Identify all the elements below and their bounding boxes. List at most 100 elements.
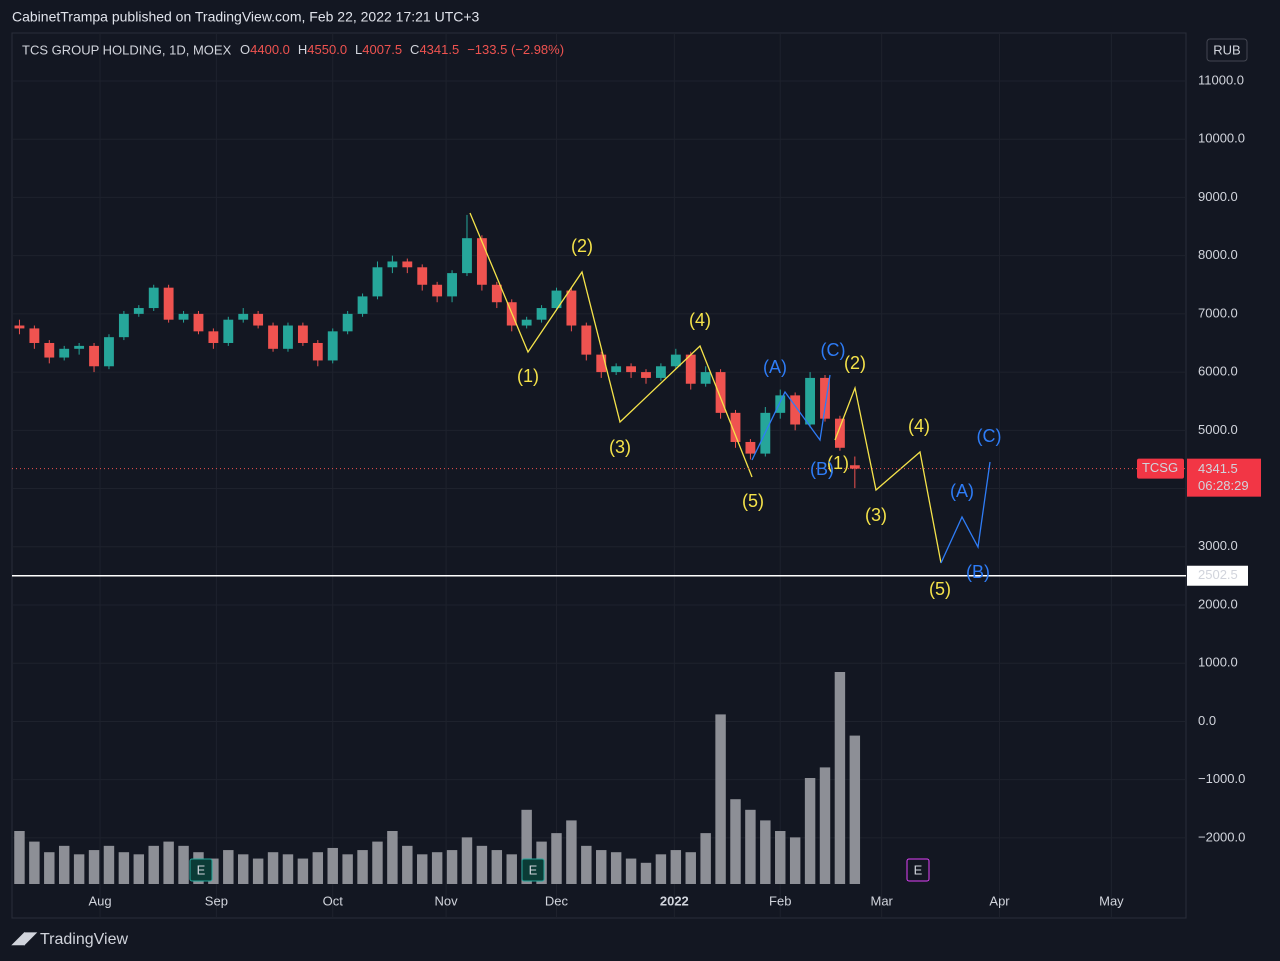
- volume-bar: [521, 809, 532, 884]
- candle-body: [44, 342, 55, 358]
- candle-body: [790, 395, 801, 425]
- volume-bar: [372, 841, 383, 884]
- wave-label: (5): [742, 491, 764, 511]
- candle-body: [655, 366, 666, 378]
- volume-bar: [775, 831, 786, 884]
- y-tick-label: 9000.0: [1198, 189, 1238, 204]
- candle-body: [327, 331, 338, 361]
- legend-letter: L: [355, 42, 362, 57]
- volume-bar: [88, 850, 100, 884]
- volume-bar: [461, 837, 473, 884]
- volume-bar: [581, 845, 592, 884]
- candle-body: [372, 267, 383, 297]
- y-tick-label: 11000.0: [1198, 72, 1244, 87]
- volume-bar: [402, 845, 413, 884]
- candle-body: [715, 372, 726, 413]
- volume-bar: [551, 833, 562, 884]
- candle-body: [626, 366, 636, 373]
- candle-body: [178, 313, 189, 320]
- volume-bar: [133, 854, 145, 884]
- candle-body: [29, 328, 40, 343]
- x-tick-label: Nov: [435, 893, 459, 908]
- candle-body: [297, 325, 308, 343]
- earnings-marker: [189, 858, 213, 882]
- volume-bar: [73, 854, 85, 884]
- candle-body: [14, 325, 25, 329]
- candle-body: [223, 319, 234, 343]
- candle-body: [820, 377, 830, 419]
- candle-body: [193, 313, 204, 332]
- candle-body: [387, 261, 398, 268]
- wave-label: (A): [763, 357, 787, 377]
- candle-body: [834, 418, 845, 448]
- wave-label: (B): [810, 459, 834, 479]
- wave-label: (A): [950, 481, 974, 501]
- y-tick-label: −2000.0: [1198, 829, 1245, 844]
- volume-bar: [566, 820, 577, 884]
- wave-line: [469, 212, 753, 478]
- volume-bar: [387, 831, 398, 884]
- candle-body: [89, 345, 99, 367]
- candle-body: [342, 313, 353, 332]
- volume-bar: [118, 852, 130, 884]
- candle-body: [581, 325, 592, 355]
- earnings-marker: [521, 858, 545, 882]
- wave-line: [834, 385, 942, 564]
- earnings-label: E: [914, 862, 923, 877]
- volume-bar: [625, 858, 637, 884]
- x-tick-label: 2022: [660, 893, 689, 908]
- candle-body: [163, 287, 174, 320]
- volume-bar: [640, 862, 652, 884]
- volume-bar: [148, 845, 159, 884]
- earnings-label: E: [197, 862, 206, 877]
- candle-body: [551, 290, 562, 309]
- x-tick-label: Oct: [323, 893, 344, 908]
- x-tick-label: Mar: [870, 893, 893, 908]
- candle-body: [596, 354, 607, 373]
- volume-bar: [357, 850, 368, 884]
- currency-box[interactable]: [1206, 38, 1248, 62]
- wave-label: (3): [609, 437, 631, 457]
- legend-letter: H: [298, 42, 307, 57]
- volume-bar: [476, 845, 488, 884]
- y-tick-label: 7000.0: [1198, 305, 1238, 320]
- wave-label: (1): [517, 366, 539, 386]
- y-tick-label: 6000.0: [1198, 364, 1238, 379]
- candle-body: [402, 261, 413, 268]
- candle-body: [268, 325, 278, 349]
- symbol-tag-box: [1137, 458, 1184, 479]
- legend-letter: C: [410, 42, 419, 57]
- volume-bar: [596, 850, 607, 884]
- candle-body: [491, 284, 502, 303]
- legend-value: 4550.0: [307, 42, 347, 57]
- legend-change: −133.5 (−2.98%): [467, 42, 564, 57]
- wave-label: (4): [689, 310, 711, 330]
- y-tick-label: 2000.0: [1198, 596, 1238, 611]
- volume-bar: [342, 854, 353, 884]
- volume-bar: [491, 850, 503, 884]
- volume-bar: [745, 809, 756, 884]
- level-label: 2502.5: [1198, 567, 1238, 582]
- wave-label: (1): [827, 453, 849, 473]
- x-tick-label: Sep: [205, 893, 228, 908]
- volume-bar: [834, 672, 846, 884]
- x-tick-label: Aug: [88, 893, 111, 908]
- candle-body: [641, 372, 651, 378]
- candle-body: [685, 354, 696, 384]
- volume-bar: [715, 714, 726, 884]
- candle-body: [476, 238, 487, 285]
- candle-body: [148, 287, 159, 309]
- volume-bar: [819, 767, 831, 884]
- earnings-marker: [906, 858, 930, 882]
- legend-letter: O: [240, 42, 250, 57]
- volume-bar: [670, 850, 682, 884]
- candle-body: [74, 345, 85, 349]
- candle-body: [849, 465, 860, 469]
- volume-bar: [252, 858, 264, 884]
- candle-body: [611, 366, 622, 373]
- volume-bar: [178, 845, 189, 884]
- x-tick-label: Feb: [769, 893, 791, 908]
- volume-bar: [223, 850, 234, 884]
- symbol-tag: TCSG: [1142, 460, 1178, 475]
- y-tick-label: 8000.0: [1198, 247, 1238, 262]
